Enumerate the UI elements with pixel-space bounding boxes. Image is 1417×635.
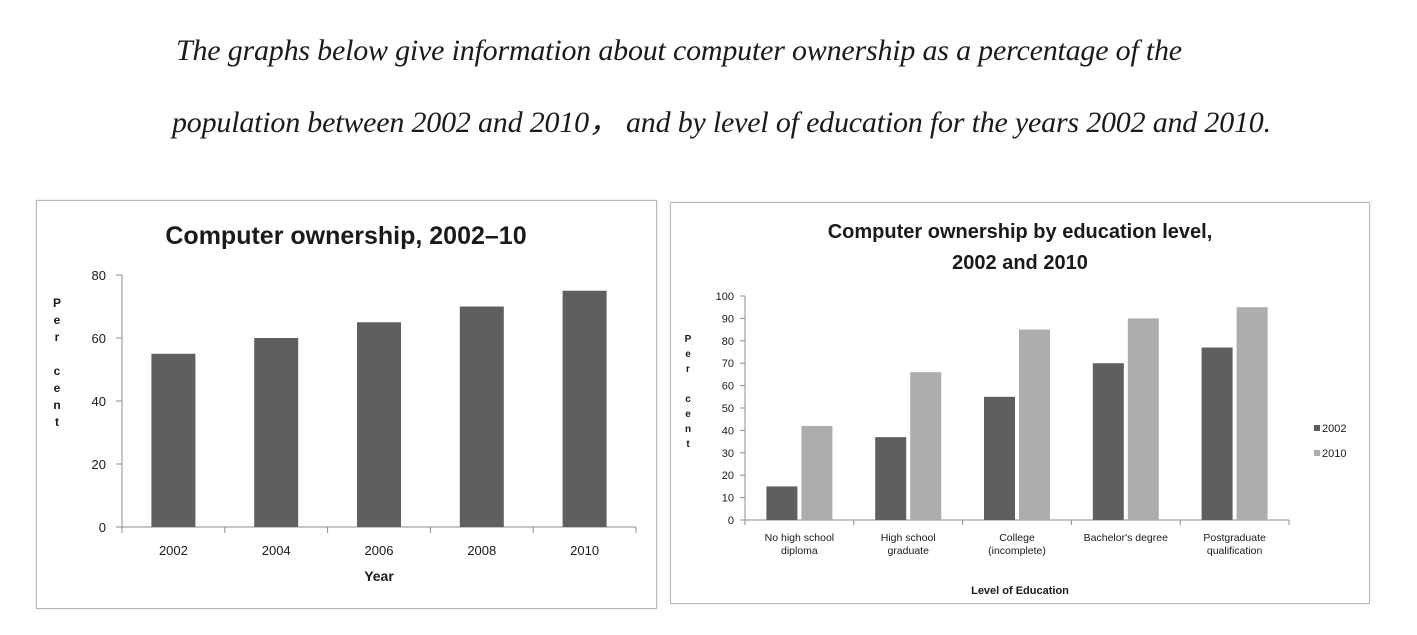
y-axis-title-letter: n: [53, 398, 60, 412]
y-axis-title-letter: c: [54, 364, 61, 378]
bar-2002-3: [1092, 363, 1124, 520]
chart-ownership-by-education: Computer ownership by education level, 20…: [685, 221, 1347, 597]
x-tick-label: Postgraduate: [1203, 532, 1266, 544]
x-axis-title: Level of Education: [971, 585, 1069, 597]
x-tick-label: qualification: [1207, 545, 1263, 557]
chart-panel-ownership-by-year: Computer ownership, 2002–10 0 20 40 60 80 2002…: [36, 200, 657, 609]
y-tick-label: 20: [92, 457, 106, 472]
y-tick-label: 90: [722, 313, 734, 325]
y-tick-label: 0: [99, 520, 106, 535]
bar-2010-0: [801, 425, 833, 520]
y-axis-title-letter: t: [686, 439, 690, 450]
x-axis-title: Year: [364, 568, 394, 584]
x-tick-label: College: [999, 532, 1035, 544]
y-tick-label: 80: [722, 336, 734, 348]
y-tick-label: 20: [722, 470, 734, 482]
x-tick-label: Bachelor's degree: [1084, 532, 1168, 544]
y-axis-title-letter: P: [53, 296, 61, 310]
y-tick-label: 100: [716, 291, 734, 303]
bar-2002-0: [766, 486, 798, 520]
bar-2010-1: [910, 372, 942, 520]
y-axis-title-letter: r: [686, 364, 690, 375]
bar-2010-4: [1236, 307, 1268, 520]
legend-swatch-2002: [1314, 425, 1320, 431]
y-tick-label: 10: [722, 493, 734, 505]
y-axis-title-letter: e: [685, 349, 691, 360]
bar-2002-1: [875, 437, 907, 520]
intro-text: The graphs below give information about …: [0, 0, 1417, 180]
bar-2010: [562, 290, 607, 527]
y-tick-label: 50: [722, 403, 734, 415]
chart-panel-ownership-by-education: Computer ownership by education level, 20…: [670, 202, 1370, 604]
legend-swatch-2010: [1314, 450, 1320, 456]
x-tick-label: 2010: [570, 543, 599, 558]
y-axis-title-letter: e: [685, 409, 691, 420]
y-tick-label: 40: [722, 425, 734, 437]
y-axis-title-letter: P: [685, 334, 692, 345]
y-axis-title-letter: r: [55, 330, 60, 344]
x-tick-label: (incomplete): [988, 545, 1046, 557]
intro-line-2: population between 2002 and 2010， and by…: [172, 106, 1271, 139]
y-tick-label: 80: [92, 268, 106, 283]
bar-2002: [151, 353, 196, 527]
y-axis-title-letter: e: [54, 313, 61, 327]
y-tick-label: 40: [92, 394, 106, 409]
x-tick-label: 2002: [159, 543, 188, 558]
chart-ownership-by-year: Computer ownership, 2002–10 0 20 40 60 80 2002…: [53, 222, 637, 584]
y-tick-label: 70: [722, 358, 734, 370]
bar-2002-4: [1201, 347, 1233, 520]
intro-line-1: The graphs below give information about …: [176, 34, 1182, 67]
bar-2004: [254, 338, 299, 527]
x-tick-label: diploma: [781, 545, 818, 557]
y-tick-label: 60: [722, 381, 734, 393]
bar-2006: [357, 322, 401, 527]
y-tick-label: 30: [722, 448, 734, 460]
bar-2010-2: [1019, 329, 1050, 520]
y-axis-title-letter: t: [55, 415, 59, 429]
y-axis-title-letter: c: [685, 394, 691, 405]
chart-title: Computer ownership, 2002–10: [165, 222, 526, 250]
x-tick-label: 2006: [365, 543, 394, 558]
chart-title-line-2: 2002 and 2010: [952, 252, 1088, 274]
x-tick-label: No high school: [765, 532, 834, 544]
x-tick-label: graduate: [887, 545, 929, 557]
x-tick-label: 2004: [262, 543, 291, 558]
y-axis-title-letter: e: [54, 381, 61, 395]
bar-2010-3: [1127, 318, 1159, 520]
y-axis-title-letter: n: [685, 424, 691, 435]
legend-label-2010: 2010: [1322, 448, 1346, 460]
y-tick-label: 60: [92, 331, 106, 346]
bar-2002-2: [984, 396, 1015, 520]
bar-2008: [459, 306, 504, 527]
x-tick-label: High school: [881, 532, 936, 544]
x-tick-label: 2008: [467, 543, 496, 558]
y-tick-label: 0: [728, 515, 734, 527]
chart-title-line-1: Computer ownership by education level,: [828, 221, 1213, 243]
legend-label-2002: 2002: [1322, 423, 1346, 435]
